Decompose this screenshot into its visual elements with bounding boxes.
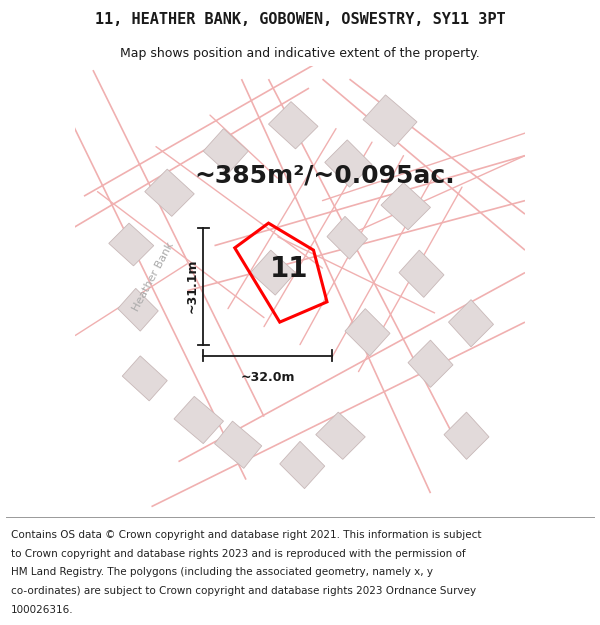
Polygon shape xyxy=(345,309,390,356)
Polygon shape xyxy=(316,412,365,459)
Polygon shape xyxy=(251,250,296,295)
Text: co-ordinates) are subject to Crown copyright and database rights 2023 Ordnance S: co-ordinates) are subject to Crown copyr… xyxy=(11,586,476,596)
Polygon shape xyxy=(215,421,262,468)
Text: to Crown copyright and database rights 2023 and is reproduced with the permissio: to Crown copyright and database rights 2… xyxy=(11,549,466,559)
Polygon shape xyxy=(327,216,367,259)
Polygon shape xyxy=(118,288,158,331)
Polygon shape xyxy=(280,441,325,489)
Text: Contains OS data © Crown copyright and database right 2021. This information is : Contains OS data © Crown copyright and d… xyxy=(11,530,481,540)
Polygon shape xyxy=(325,140,372,187)
Text: ~31.1m: ~31.1m xyxy=(185,259,199,313)
Text: 11, HEATHER BANK, GOBOWEN, OSWESTRY, SY11 3PT: 11, HEATHER BANK, GOBOWEN, OSWESTRY, SY1… xyxy=(95,12,505,27)
Polygon shape xyxy=(203,129,248,174)
Polygon shape xyxy=(399,250,444,298)
Polygon shape xyxy=(381,182,431,230)
Polygon shape xyxy=(408,340,453,388)
Polygon shape xyxy=(363,95,417,147)
Polygon shape xyxy=(145,169,194,216)
Polygon shape xyxy=(449,299,493,347)
Polygon shape xyxy=(109,223,154,266)
Polygon shape xyxy=(122,356,167,401)
Text: Map shows position and indicative extent of the property.: Map shows position and indicative extent… xyxy=(120,48,480,60)
Text: Heather Bank: Heather Bank xyxy=(131,241,176,313)
Text: 11: 11 xyxy=(270,255,308,283)
Polygon shape xyxy=(174,396,223,444)
Text: HM Land Registry. The polygons (including the associated geometry, namely x, y: HM Land Registry. The polygons (includin… xyxy=(11,568,433,578)
Polygon shape xyxy=(444,412,489,459)
Text: ~385m²/~0.095ac.: ~385m²/~0.095ac. xyxy=(194,164,455,188)
Polygon shape xyxy=(269,102,318,149)
Text: ~32.0m: ~32.0m xyxy=(240,371,295,384)
Text: 100026316.: 100026316. xyxy=(11,604,73,614)
